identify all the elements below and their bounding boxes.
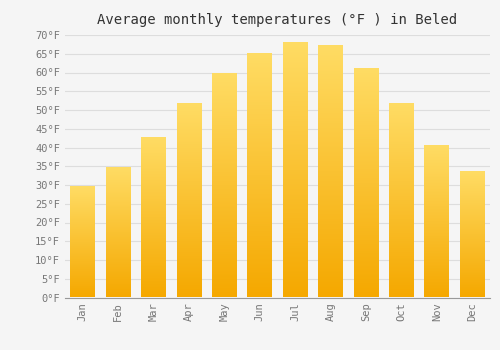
Title: Average monthly temperatures (°F ) in Beled: Average monthly temperatures (°F ) in Be… (98, 13, 458, 27)
